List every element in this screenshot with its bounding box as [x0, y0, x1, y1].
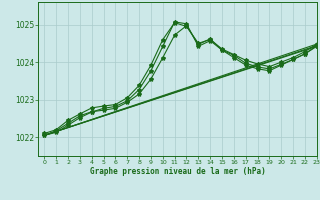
X-axis label: Graphe pression niveau de la mer (hPa): Graphe pression niveau de la mer (hPa) — [90, 167, 266, 176]
